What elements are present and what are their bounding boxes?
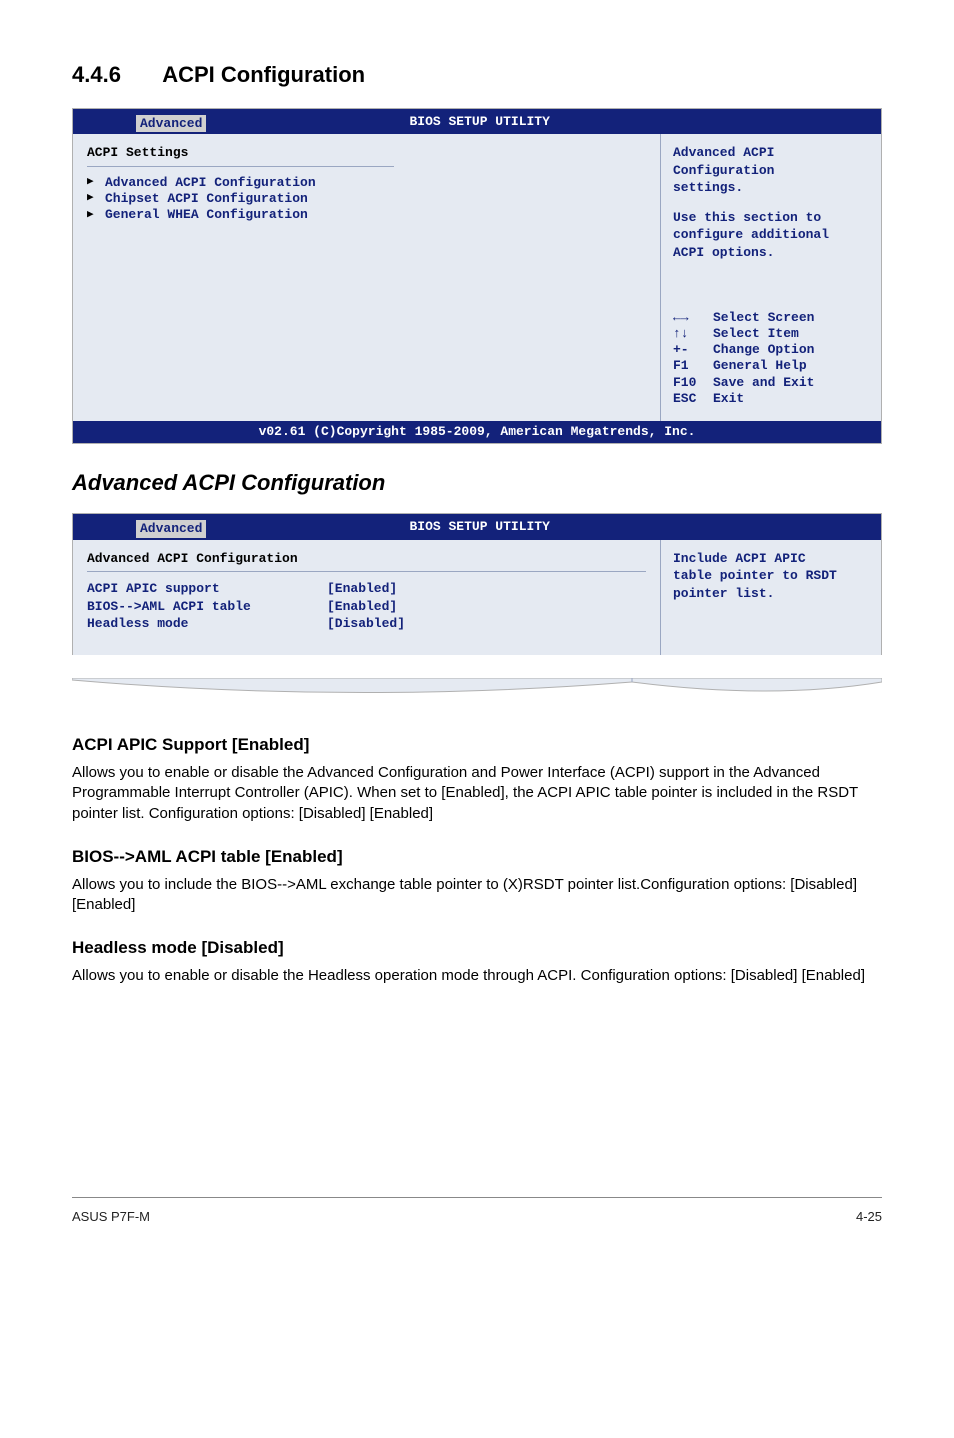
- footer-left: ASUS P7F-M: [72, 1208, 150, 1226]
- key-sym: +-: [673, 342, 713, 358]
- section-title: ACPI Configuration: [162, 62, 365, 87]
- help-line: Use this section to: [673, 209, 869, 227]
- subheading-acpi-apic: ACPI APIC Support [Enabled]: [72, 734, 882, 757]
- menu-item[interactable]: ▶ General WHEA Configuration: [87, 207, 646, 223]
- bios-title: BIOS SETUP UTILITY: [86, 113, 873, 131]
- setting-row[interactable]: BIOS-->AML ACPI table [Enabled]: [87, 598, 646, 616]
- help-text: Advanced ACPI Configuration settings. Us…: [673, 144, 869, 261]
- setting-row[interactable]: Headless mode [Disabled]: [87, 615, 646, 633]
- setting-key: BIOS-->AML ACPI table: [87, 598, 327, 616]
- setting-value: [Disabled]: [327, 615, 405, 633]
- bios-footer: v02.61 (C)Copyright 1985-2009, American …: [73, 421, 881, 443]
- key-label: Save and Exit: [713, 375, 814, 391]
- key-label: Select Item: [713, 326, 799, 342]
- help-line: ACPI options.: [673, 244, 869, 262]
- help-line: Advanced ACPI: [673, 144, 869, 162]
- key-sym: F1: [673, 358, 713, 374]
- help-line: configure additional: [673, 226, 869, 244]
- bios-screen-1: Advanced BIOS SETUP UTILITY ACPI Setting…: [72, 108, 882, 444]
- key-sym: ←→: [673, 310, 713, 326]
- subheading-headless: Headless mode [Disabled]: [72, 937, 882, 960]
- subsection-heading: Advanced ACPI Configuration: [72, 468, 882, 498]
- paragraph: Allows you to enable or disable the Adva…: [72, 763, 882, 824]
- submenu-arrow-icon: ▶: [87, 192, 105, 206]
- help-line: table pointer to RSDT: [673, 567, 869, 585]
- key-legend: ←→Select Screen ↑↓Select Item +-Change O…: [673, 310, 869, 408]
- bios-screen-2: Advanced BIOS SETUP UTILITY Advanced ACP…: [72, 513, 882, 655]
- section-heading: 4.4.6 ACPI Configuration: [72, 60, 882, 90]
- help-line: Include ACPI APIC: [673, 550, 869, 568]
- submenu-arrow-icon: ▶: [87, 176, 105, 190]
- bios-left-pane: Advanced ACPI Configuration ACPI APIC su…: [73, 540, 661, 655]
- panel-heading: Advanced ACPI Configuration: [87, 550, 646, 568]
- divider: [87, 166, 394, 167]
- setting-key: Headless mode: [87, 615, 327, 633]
- setting-row[interactable]: ACPI APIC support [Enabled]: [87, 580, 646, 598]
- menu-item[interactable]: ▶ Chipset ACPI Configuration: [87, 191, 646, 207]
- key-label: Exit: [713, 391, 744, 407]
- help-line: settings.: [673, 179, 869, 197]
- key-sym: ↑↓: [673, 326, 713, 342]
- bios-left-pane: ACPI Settings ▶ Advanced ACPI Configurat…: [73, 134, 661, 421]
- setting-key: ACPI APIC support: [87, 580, 327, 598]
- curved-bottom: [72, 678, 882, 710]
- menu-label: Chipset ACPI Configuration: [105, 191, 308, 207]
- submenu-arrow-icon: ▶: [87, 209, 105, 223]
- menu-item[interactable]: ▶ Advanced ACPI Configuration: [87, 175, 646, 191]
- help-text: Include ACPI APIC table pointer to RSDT …: [673, 550, 869, 603]
- bios-header: Advanced BIOS SETUP UTILITY: [73, 109, 881, 135]
- bios-title: BIOS SETUP UTILITY: [86, 518, 873, 536]
- key-sym: ESC: [673, 391, 713, 407]
- key-label: Select Screen: [713, 310, 814, 326]
- help-line: pointer list.: [673, 585, 869, 603]
- setting-value: [Enabled]: [327, 598, 397, 616]
- bios-right-pane: Include ACPI APIC table pointer to RSDT …: [661, 540, 881, 655]
- menu-label: Advanced ACPI Configuration: [105, 175, 316, 191]
- bios-header: Advanced BIOS SETUP UTILITY: [73, 514, 881, 540]
- section-number: 4.4.6: [72, 60, 121, 90]
- key-sym: F10: [673, 375, 713, 391]
- key-label: Change Option: [713, 342, 814, 358]
- setting-value: [Enabled]: [327, 580, 397, 598]
- paragraph: Allows you to include the BIOS-->AML exc…: [72, 875, 882, 916]
- footer-right: 4-25: [856, 1208, 882, 1226]
- key-label: General Help: [713, 358, 807, 374]
- page-footer-wrap: ASUS P7F-M 4-25: [72, 1197, 882, 1226]
- help-line: Configuration: [673, 162, 869, 180]
- subheading-bios-aml: BIOS-->AML ACPI table [Enabled]: [72, 846, 882, 869]
- bios-right-pane: Advanced ACPI Configuration settings. Us…: [661, 134, 881, 421]
- acpi-settings-label: ACPI Settings: [87, 144, 646, 162]
- paragraph: Allows you to enable or disable the Head…: [72, 966, 882, 986]
- divider: [87, 571, 646, 572]
- menu-label: General WHEA Configuration: [105, 207, 308, 223]
